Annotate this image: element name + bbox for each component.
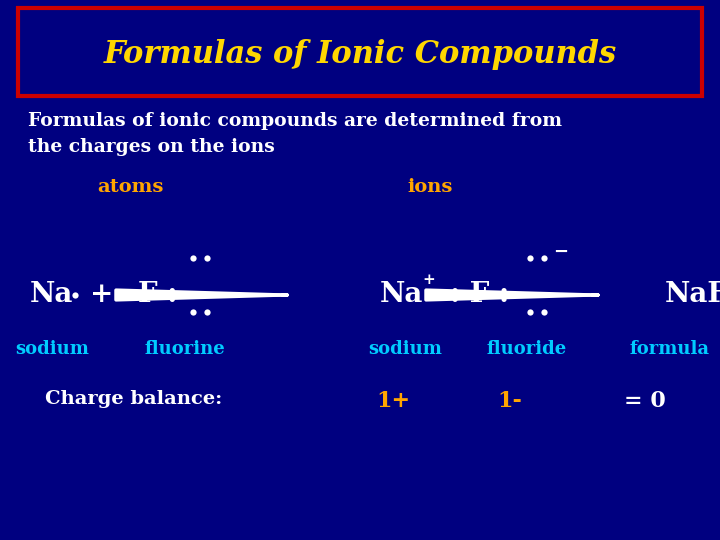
Text: formula: formula [630, 340, 710, 358]
Text: 1-: 1- [498, 390, 523, 412]
Text: Na: Na [380, 281, 423, 308]
Text: fluoride: fluoride [487, 340, 567, 358]
Text: NaF: NaF [665, 281, 720, 308]
Text: : F :: : F : [450, 281, 509, 308]
Text: atoms: atoms [96, 178, 163, 196]
Text: = 0: = 0 [624, 390, 666, 412]
Text: Formulas of ionic compounds are determined from: Formulas of ionic compounds are determin… [28, 112, 562, 130]
Text: +: + [90, 281, 113, 308]
Text: Na: Na [30, 281, 73, 308]
Text: the charges on the ions: the charges on the ions [28, 138, 275, 156]
Text: −: − [553, 243, 568, 261]
Text: sodium: sodium [15, 340, 89, 358]
Text: ions: ions [408, 178, 453, 196]
Text: sodium: sodium [368, 340, 442, 358]
Text: 1+: 1+ [376, 390, 410, 412]
Text: F :: F : [138, 281, 177, 308]
Text: Charge balance:: Charge balance: [45, 390, 222, 408]
FancyBboxPatch shape [18, 8, 702, 96]
Text: Formulas of Ionic Compounds: Formulas of Ionic Compounds [104, 39, 616, 71]
Text: +: + [422, 273, 435, 287]
Text: fluorine: fluorine [145, 340, 225, 358]
